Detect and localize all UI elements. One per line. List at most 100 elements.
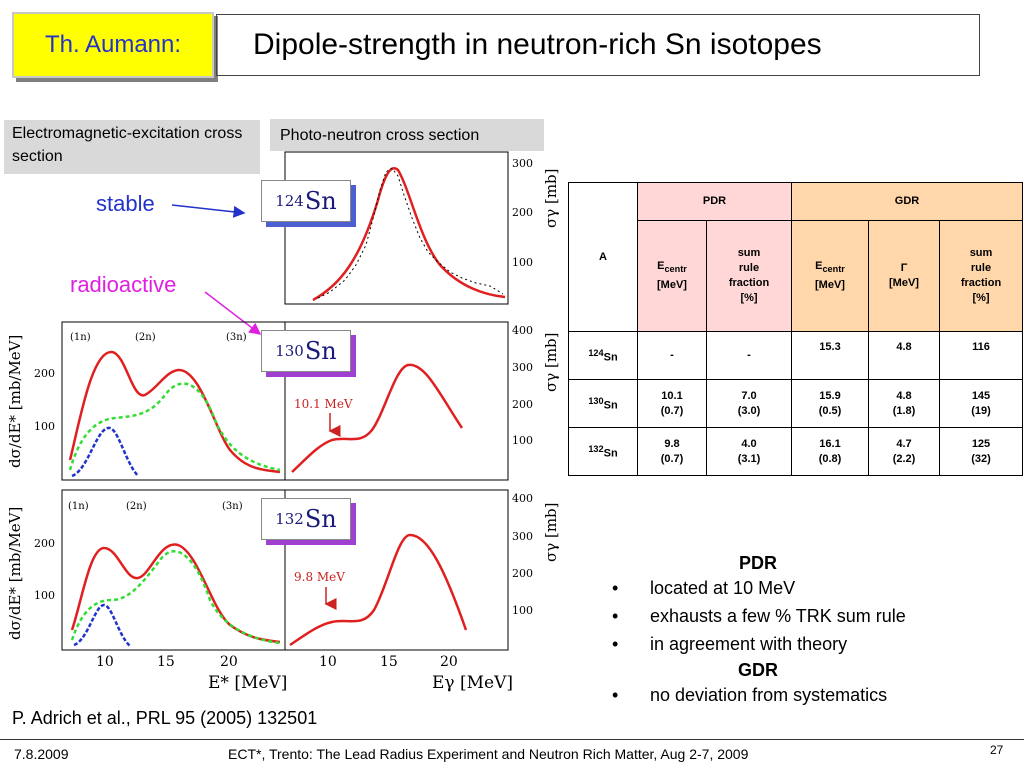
cell-gdr-gamma: 4.8 (1.8) [868,379,940,428]
row-isotope: 132Sn [568,427,638,476]
results-table: A PDR GDR Ecentr [MeV] sum rule fraction [%]… [568,182,1023,476]
panel-132sn: (1n) (2n) (3n) 200 100 400 300 200 100 σ… [34,489,560,693]
pdr-heading: PDR [738,553,777,573]
isotope-badge-130sn: 130 Sn [261,330,351,372]
gdr-group-header: GDR [791,182,1023,221]
isotope-mass: 130 [275,342,304,360]
xlabel-left: E* [MeV] [208,673,287,693]
cell-gdr-sum: 116 [939,331,1023,380]
left-ytick-100-130: 100 [34,420,55,433]
top-ylabel: σγ [mb] [542,168,560,228]
cell-pdr-e: 9.8 (0.7) [637,427,707,476]
cell-gdr-sum: 145 (19) [939,379,1023,428]
threshold-2n-132: (2n) [126,501,147,512]
cell-gdr-sum: 125 (32) [939,427,1023,476]
right-ytick-100-130: 100 [512,434,533,447]
title-box: Dipole-strength in neutron-rich Sn isoto… [216,14,980,76]
left-ylabel-130: dσ/dE* [mb/MeV] [6,335,24,468]
cell-gdr-e: 15.9 (0.5) [791,379,869,428]
col-a-header: A [568,182,638,332]
row-isotope: 124Sn [568,331,638,380]
cell-gdr-e: 16.1 (0.8) [791,427,869,476]
cell-pdr-sum: 4.0 (3.1) [706,427,792,476]
table-row: 130Sn 10.1 (0.7) 7.0 (3.0) 15.9 (0.5) 4.8 (1… [568,379,1023,428]
stable-arrow [171,204,246,218]
right-ylabel-132: σγ [mb] [542,502,560,562]
citation: P. Adrich et al., PRL 95 (2005) 132501 [12,708,318,728]
pdr-marker-132-label: 9.8 MeV [294,570,345,584]
gdr-heading: GDR [738,660,778,680]
author-badge: Th. Aumann: [12,12,214,78]
top-ytick-300: 300 [512,157,533,170]
threshold-1n-130: (1n) [70,332,91,343]
pdr-marker-130-label: 10.1 MeV [294,397,353,411]
xtick-left-20: 20 [220,654,238,670]
threshold-3n-132: (3n) [222,501,243,512]
threshold-2n-130: (2n) [135,332,156,343]
right-ytick-200-130: 200 [512,398,533,411]
right-ytick-200-132: 200 [512,567,533,580]
cell-pdr-sum: - [706,331,792,380]
table-row: 124Sn - - 15.3 4.8 116 [568,331,1023,380]
xtick-left-15: 15 [157,654,175,670]
cell-pdr-e: - [637,331,707,380]
table-row: 132Sn 9.8 (0.7) 4.0 (3.1) 16.1 (0.8) 4.7 (2.… [568,427,1023,476]
cell-gdr-gamma: 4.8 [868,331,940,380]
slide-title: Dipole-strength in neutron-rich Sn isoto… [253,28,822,61]
isotope-element: Sn [304,187,337,215]
threshold-3n-130: (3n) [226,332,247,343]
top-ytick-200: 200 [512,206,533,219]
pdr-ecentr-header: Ecentr [MeV] [637,220,707,332]
right-ytick-400-130: 400 [512,324,533,337]
right-ytick-300-130: 300 [512,361,533,374]
right-ylabel-130: σγ [mb] [542,332,560,392]
stable-label: stable [96,191,155,216]
radioactive-arrow [204,291,262,335]
summary-block: PDR located at 10 MeV exhausts a few % T… [598,553,998,709]
gdr-bullet: no deviation from systematics [598,681,998,709]
cell-gdr-e: 15.3 [791,331,869,380]
left-ylabel-132: dσ/dE* [mb/MeV] [6,507,24,640]
footer-date: 7.8.2009 [14,746,69,762]
row-isotope: 130Sn [568,379,638,428]
isotope-mass: 124 [275,192,304,210]
em-excitation-label: Electromagnetic-excitation cross section [4,120,260,174]
threshold-1n-132: (1n) [68,501,89,512]
photo-neutron-label: Photo-neutron cross section [270,119,544,151]
isotope-mass: 132 [275,510,304,528]
left-ytick-200-130: 200 [34,367,55,380]
top-ytick-100: 100 [512,256,533,269]
page-number: 27 [990,743,1004,757]
right-ytick-400-132: 400 [512,492,533,505]
left-ytick-200-132: 200 [34,537,55,550]
pdr-bullet: in agreement with theory [598,630,998,658]
cell-pdr-sum: 7.0 (3.0) [706,379,792,428]
pdr-bullet: exhausts a few % TRK sum rule [598,602,998,630]
gdr-sum-rule-header: sum rule fraction [%] [939,220,1023,332]
isotope-badge-124sn: 124 Sn [261,180,351,222]
panel-130sn: (1n) (2n) (3n) 200 100 400 300 200 100 σ… [34,321,560,481]
right-ytick-100-132: 100 [512,604,533,617]
left-ytick-100-132: 100 [34,589,55,602]
pdr-bullet: located at 10 MeV [598,574,998,602]
cell-gdr-gamma: 4.7 (2.2) [868,427,940,476]
panel-124sn: 300 200 100 σγ [mb] [284,151,560,305]
footer-divider [0,739,1024,740]
pdr-sum-rule-header: sum rule fraction [%] [706,220,792,332]
isotope-badge-132sn: 132 Sn [261,498,351,540]
cell-pdr-e: 10.1 (0.7) [637,379,707,428]
footer-event: ECT*, Trento: The Lead Radius Experiment… [228,746,749,762]
xtick-right-20: 20 [440,654,458,670]
author-name: Th. Aumann: [44,31,182,58]
xtick-right-10: 10 [319,654,337,670]
gdr-gamma-header: Γ [MeV] [868,220,940,332]
isotope-element: Sn [304,505,337,533]
radioactive-label: radioactive [70,272,177,297]
xtick-right-15: 15 [380,654,398,670]
pdr-group-header: PDR [637,182,792,221]
right-ytick-300-132: 300 [512,530,533,543]
gdr-ecentr-header: Ecentr [MeV] [791,220,869,332]
xlabel-right: Eγ [MeV] [432,673,513,693]
isotope-element: Sn [304,337,337,365]
